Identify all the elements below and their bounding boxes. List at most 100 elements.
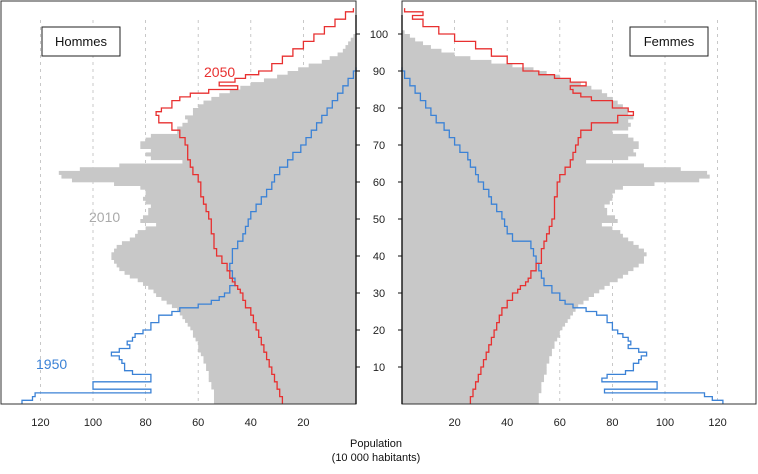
bar-2010-femmes-3 [402,389,542,394]
bar-2010-hommes-88 [277,74,356,79]
bar-2010-hommes-94 [337,52,356,57]
bar-2010-hommes-28 [161,296,356,301]
bar-2010-hommes-40 [111,252,356,257]
bar-2010-hommes-75 [182,122,356,127]
age-tick-label-20: 20 [373,325,385,337]
x-tick-right-80: 80 [606,417,618,429]
bar-2010-femmes-11 [402,359,550,364]
bar-2010-hommes-89 [287,71,356,75]
bar-2010-femmes-31 [402,285,605,290]
bar-2010-hommes-99 [353,34,356,38]
bar-2010-hommes-78 [192,111,356,116]
bar-2010-hommes-6 [208,378,356,383]
bar-2010-hommes-90 [298,67,356,72]
bar-2010-hommes-17 [195,337,356,342]
bar-2010-hommes-27 [166,300,356,305]
bar-2010-femmes-98 [402,37,416,42]
x-tick-right-100: 100 [656,417,674,429]
bar-2010-hommes-84 [229,89,356,94]
bar-2010-hommes-52 [148,207,356,212]
bar-2010-femmes-97 [402,41,424,46]
bar-2010-hommes-74 [177,126,356,131]
bar-2010-hommes-23 [182,315,356,320]
bar-2010-hommes-65 [182,159,356,164]
age-tick-label-50: 50 [373,214,385,226]
bar-2010-femmes-49 [402,219,618,223]
hommes-label: Hommes [55,34,108,49]
bar-2010-femmes-65 [402,159,587,164]
bar-2010-hommes-81 [203,100,356,105]
bar-2010-femmes-51 [402,211,608,216]
bar-2010-hommes-42 [116,244,356,249]
bar-2010-hommes-62 [58,170,357,175]
bar-2010-femmes-41 [402,248,644,253]
bar-2010-femmes-25 [402,307,576,312]
bar-2010-hommes-86 [250,82,356,87]
bar-2010-femmes-83 [402,93,608,98]
bar-2010-femmes-95 [402,48,442,53]
age-axis-gap [357,0,401,406]
bar-2010-hommes-0 [213,400,356,405]
bar-2010-femmes-27 [402,300,584,305]
bar-2010-hommes-50 [142,215,356,220]
bar-2010-hommes-61 [61,174,356,179]
bar-2010-hommes-82 [211,96,356,101]
population-axis: 120 120 100 100 80 80 60 60 40 40 20 20 [31,417,727,429]
x-tick-right-60: 60 [554,417,566,429]
bar-2010-femmes-86 [402,82,581,87]
bar-2010-hommes-93 [329,56,356,61]
bar-2010-femmes-26 [402,304,579,309]
bar-2010-femmes-85 [402,85,592,90]
bar-2010-femmes-34 [402,274,623,279]
bar-2010-hommes-37 [116,263,356,268]
bar-2010-hommes-12 [203,355,356,360]
bar-2010-hommes-46 [137,230,356,235]
bar-2010-hommes-87 [263,78,356,83]
line-2050-hommes [155,8,355,404]
bar-2010-hommes-24 [179,311,356,316]
bar-2010-femmes-71 [402,137,634,142]
bar-2010-hommes-13 [200,352,356,357]
bar-2010-hommes-22 [185,318,356,323]
bar-2010-femmes-44 [402,237,629,242]
bar-2010-hommes-11 [203,359,356,364]
line-1950-femmes [401,67,724,404]
bar-2010-femmes-93 [402,56,471,61]
annotation-2010: 2010 [89,209,120,225]
bar-2010-femmes-33 [402,278,618,283]
bar-2010-hommes-51 [148,211,356,216]
bar-2010-femmes-80 [402,104,623,109]
x-tick-right-20: 20 [448,417,460,429]
bar-2010-femmes-24 [402,311,573,316]
bar-2010-hommes-92 [321,59,356,64]
bar-2010-femmes-96 [402,45,431,50]
bar-2010-hommes-48 [156,222,356,227]
age-tick-label-80: 80 [373,103,385,115]
age-axis: 10 20 30 40 50 60 70 80 90 100 [356,29,402,374]
x-tick-right-120: 120 [708,417,726,429]
bar-2010-femmes-89 [402,71,547,75]
age-tick-label-90: 90 [373,66,385,78]
bar-2010-hommes-72 [150,133,356,138]
x-tick-left-20: 20 [297,417,309,429]
bar-2010-femmes-60 [402,178,700,183]
bar-2010-femmes-58 [402,185,623,190]
bar-2010-femmes-43 [402,241,634,246]
bar-2010-hommes-39 [111,256,356,260]
bar-2010-femmes-37 [402,263,639,268]
bar-2010-femmes-54 [402,200,610,205]
bar-2010-femmes-74 [402,126,629,131]
age-tick-label-70: 70 [373,140,385,152]
bar-2010-hommes-5 [211,381,356,386]
bar-2010-femmes-21 [402,322,566,327]
bar-2010-hommes-79 [192,108,356,112]
bar-2010-hommes-66 [150,156,356,161]
bar-2010-femmes-64 [402,163,644,168]
line-2050-femmes [403,8,635,404]
bar-2010-hommes-60 [71,178,357,183]
bar-2010-femmes-90 [402,67,534,72]
age-tick-label-100: 100 [370,29,388,41]
bar-2010-hommes-4 [211,385,356,390]
bar-2010-hommes-70 [140,141,356,146]
bar-2010-femmes-70 [402,141,639,146]
